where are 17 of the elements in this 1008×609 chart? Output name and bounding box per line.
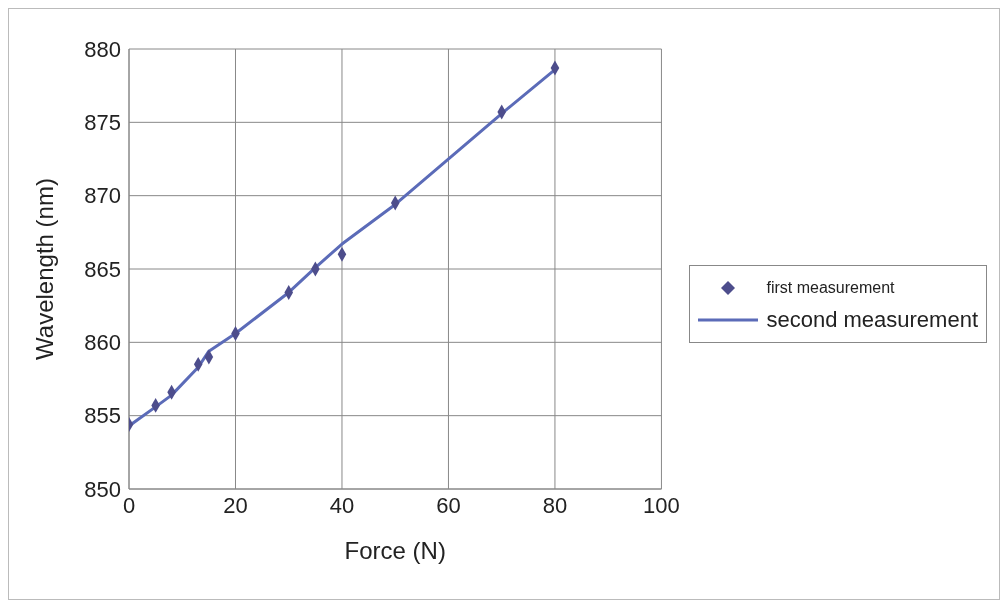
y-axis-title: Wavelength (nm) <box>30 178 58 360</box>
y-tick-label: 850 <box>84 476 121 502</box>
legend-label: first measurement <box>766 279 895 297</box>
y-tick-label: 875 <box>84 110 121 136</box>
x-tick-label: 40 <box>329 492 355 518</box>
x-tick-label: 20 <box>223 492 248 518</box>
y-tick-label: 870 <box>84 183 121 209</box>
x-tick-label: 60 <box>436 492 461 518</box>
x-tick-label: 0 <box>122 492 136 518</box>
y-tick-label: 860 <box>84 330 121 356</box>
x-tick-label: 100 <box>643 492 680 518</box>
y-tick-label: 855 <box>84 403 121 429</box>
x-tick-label: 80 <box>542 492 568 518</box>
y-tick-label: 865 <box>84 256 121 282</box>
y-tick-label: 880 <box>84 36 121 62</box>
x-axis-title: Force (N) <box>344 537 446 564</box>
legend-label: second measurement <box>766 307 978 333</box>
